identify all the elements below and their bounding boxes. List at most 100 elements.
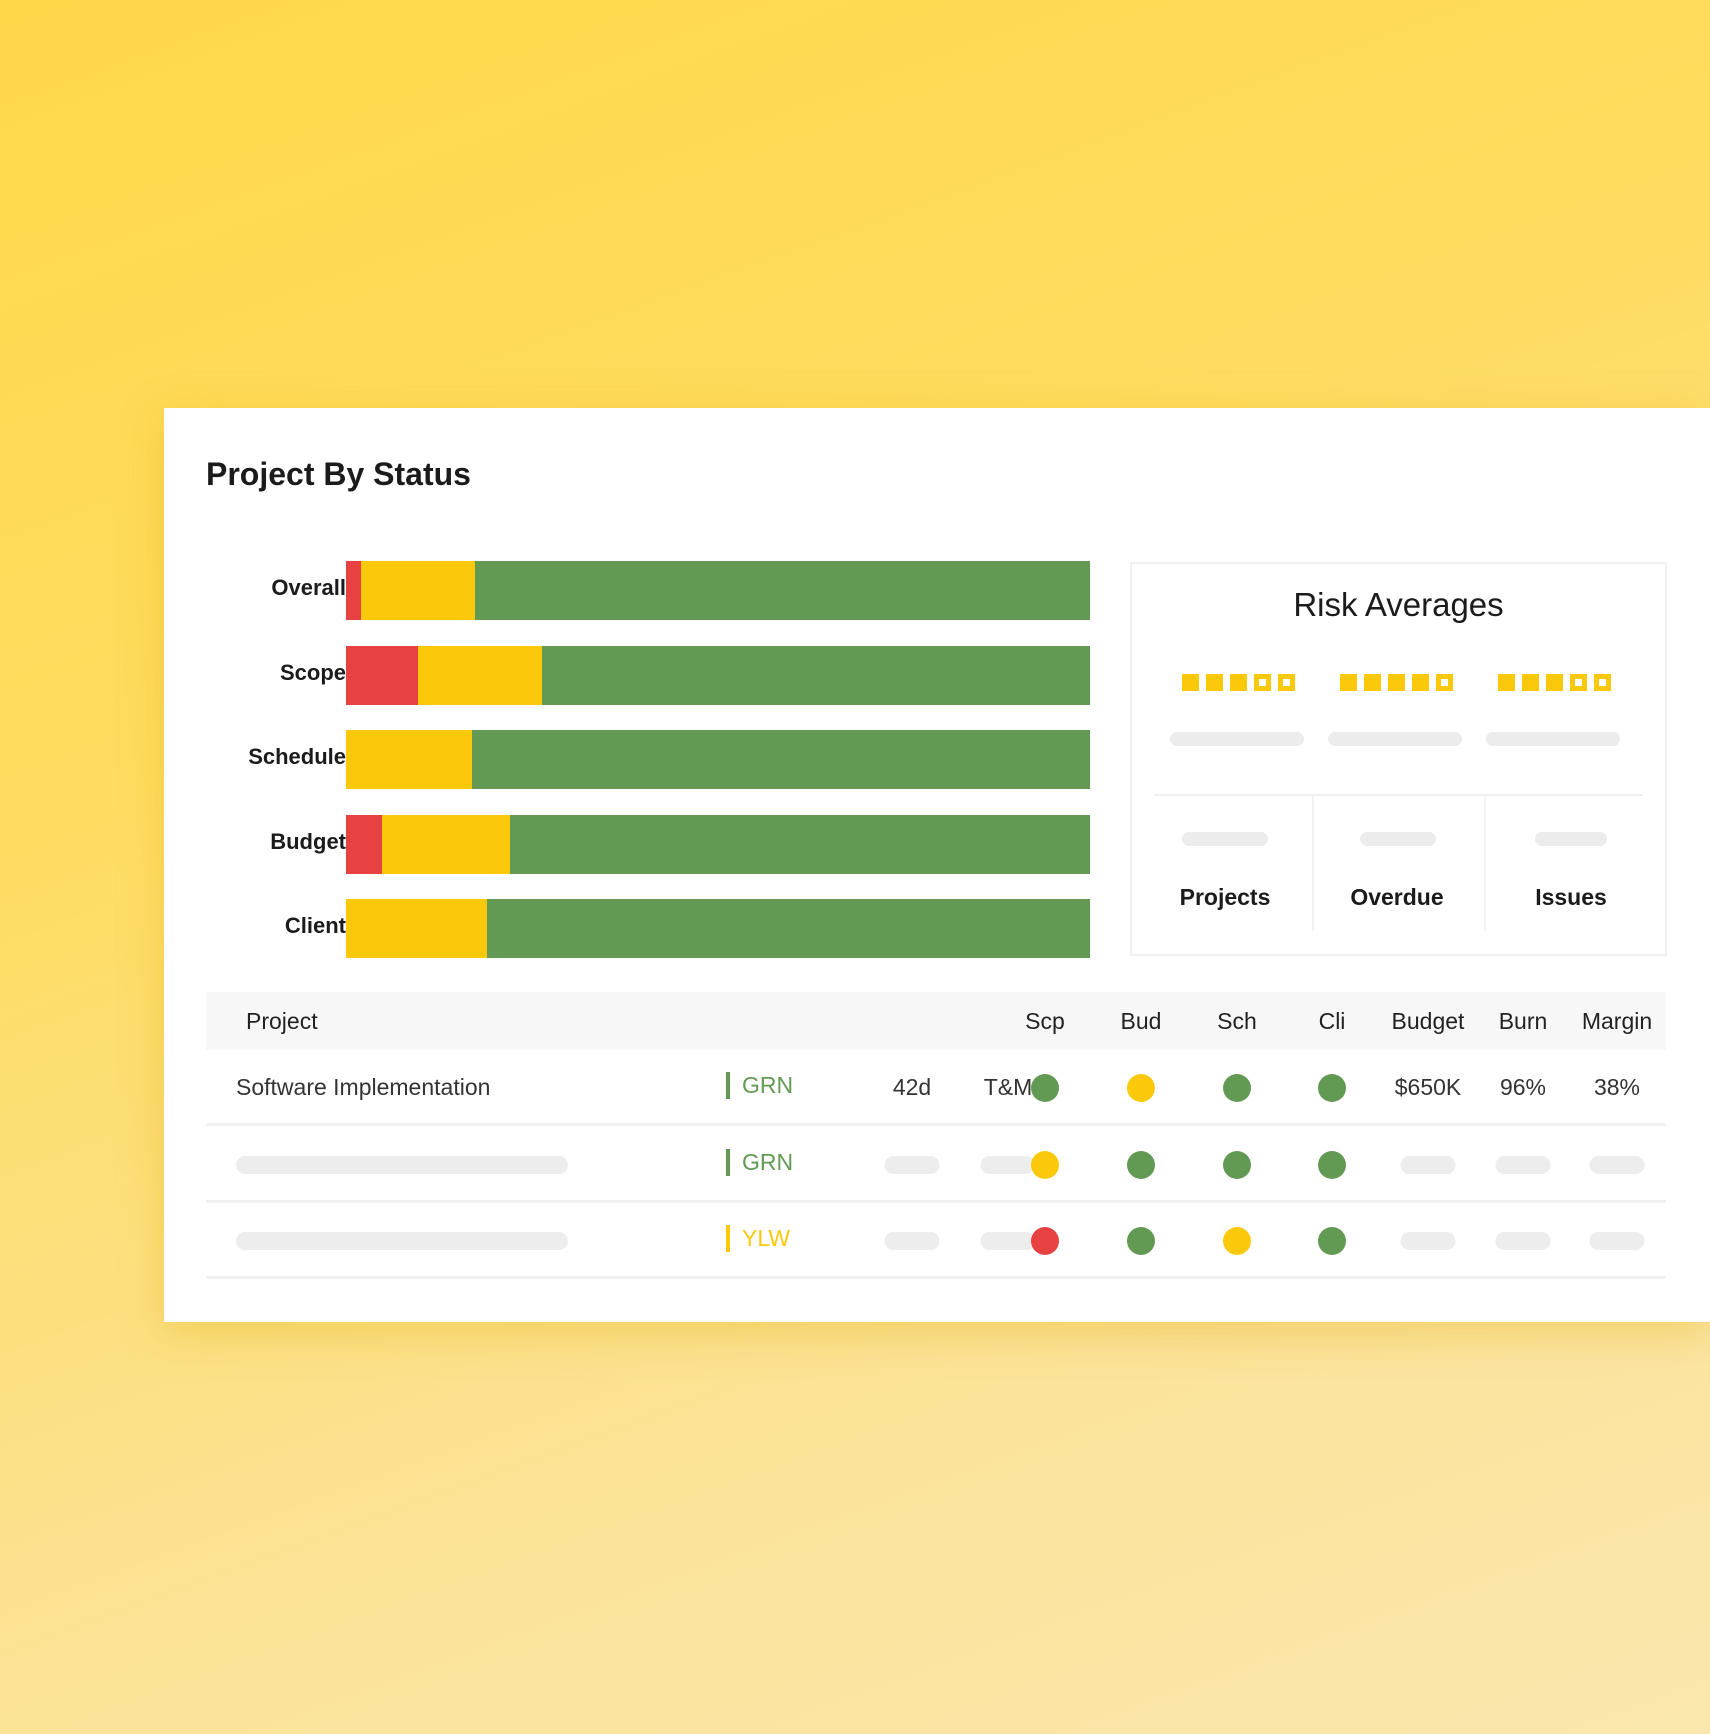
placeholder	[1360, 832, 1436, 846]
stat-projects: Projects	[1179, 884, 1271, 910]
burn-value: 96%	[1499, 1074, 1547, 1100]
status-dot-yellow	[1127, 1074, 1155, 1102]
risk-averages-panel: Risk Averages Projects Overdue Issues	[1130, 562, 1667, 956]
bar-schedule	[346, 730, 1090, 789]
bar-segment-red	[346, 814, 382, 874]
bar-segment-green	[474, 561, 1090, 620]
placeholder	[1182, 832, 1268, 846]
bar-segment-yellow	[346, 899, 487, 958]
status-dot-green	[1223, 1150, 1251, 1179]
bar-segment-red	[346, 645, 419, 705]
filled-square-icon	[1364, 674, 1381, 691]
filled-square-icon	[1230, 674, 1247, 691]
col-margin[interactable]: Margin	[1581, 1008, 1653, 1034]
margin-value: 38%	[1593, 1074, 1641, 1100]
table-header: Project Scp Bud Sch Cli Budget Burn Marg…	[206, 992, 1666, 1050]
divider	[1484, 796, 1486, 931]
stat-issues: Issues	[1535, 884, 1607, 910]
bar-label: Budget	[270, 828, 346, 854]
filled-square-icon	[1340, 674, 1357, 691]
col-bud[interactable]: Bud	[1120, 1008, 1162, 1034]
placeholder	[1328, 732, 1462, 746]
filled-square-icon	[1388, 674, 1405, 691]
type-value: T&M	[983, 1074, 1033, 1100]
empty-square-icon	[1594, 674, 1611, 691]
status-badge: YLW	[726, 1225, 790, 1252]
placeholder	[236, 1232, 568, 1250]
bar-segment-yellow	[346, 730, 472, 789]
placeholder	[1589, 1155, 1645, 1174]
filled-square-icon	[1412, 674, 1429, 691]
col-cli[interactable]: Cli	[1318, 1008, 1346, 1034]
bar-segment-yellow	[418, 645, 542, 705]
placeholder	[1400, 1155, 1456, 1174]
bar-segment-red	[346, 561, 361, 620]
status-dot-green	[1318, 1150, 1346, 1179]
filled-square-icon	[1206, 674, 1223, 691]
filled-square-icon	[1546, 674, 1563, 691]
empty-square-icon	[1278, 674, 1295, 691]
status-dot-yellow	[1223, 1227, 1251, 1255]
bar-label: Overall	[271, 575, 346, 600]
col-burn[interactable]: Burn	[1498, 1008, 1548, 1034]
status-dot-green	[1031, 1074, 1059, 1102]
placeholder	[884, 1232, 940, 1250]
placeholder	[1535, 832, 1607, 846]
col-sch[interactable]: Sch	[1217, 1008, 1257, 1034]
risk-rating	[1182, 674, 1295, 691]
bar-scope	[346, 645, 1090, 705]
bar-budget	[346, 814, 1090, 874]
page-title: Project By Status	[206, 456, 471, 492]
budget-value: $650K	[1394, 1074, 1462, 1100]
col-project[interactable]: Project	[246, 1008, 318, 1034]
filled-square-icon	[1522, 674, 1539, 691]
status-dot-green	[1127, 1150, 1155, 1179]
status-badge: GRN	[726, 1072, 793, 1099]
placeholder	[1486, 732, 1620, 746]
placeholder	[980, 1232, 1036, 1250]
bar-segment-green	[509, 814, 1090, 874]
bar-label: Scope	[279, 659, 346, 685]
placeholder	[1170, 732, 1304, 746]
empty-square-icon	[1436, 674, 1453, 691]
bar-client	[346, 899, 1090, 958]
status-dot-red	[1031, 1227, 1059, 1255]
bar-segment-green	[486, 899, 1090, 958]
bar-label: Client	[284, 913, 346, 938]
status-dot-green	[1127, 1227, 1155, 1255]
col-budget[interactable]: Budget	[1391, 1008, 1465, 1034]
bar-segment-yellow	[381, 814, 510, 874]
col-scp[interactable]: Scp	[1025, 1008, 1065, 1034]
days-value: 42d	[892, 1074, 932, 1100]
table-row[interactable]: YLW	[206, 1203, 1666, 1279]
placeholder	[1495, 1155, 1551, 1174]
placeholder	[1495, 1232, 1551, 1250]
bar-segment-green	[541, 645, 1090, 705]
bar-segment-yellow	[360, 561, 475, 620]
stat-overdue: Overdue	[1350, 884, 1444, 910]
status-dot-yellow	[1031, 1150, 1059, 1179]
status-badge: GRN	[726, 1148, 793, 1176]
placeholder	[884, 1155, 940, 1174]
placeholder	[236, 1155, 568, 1174]
filled-square-icon	[1182, 674, 1199, 691]
risk-rating	[1498, 674, 1611, 691]
bar-segment-green	[471, 730, 1090, 789]
bar-label: Schedule	[248, 744, 346, 769]
table-row[interactable]: GRN	[206, 1127, 1666, 1203]
status-dot-green	[1223, 1074, 1251, 1102]
filled-square-icon	[1498, 674, 1515, 691]
risk-title: Risk Averages	[1293, 586, 1504, 623]
bar-overall	[346, 561, 1090, 620]
divider	[1154, 794, 1643, 796]
divider	[1312, 796, 1314, 931]
placeholder	[1400, 1232, 1456, 1250]
project-name[interactable]: Software Implementation	[236, 1074, 491, 1100]
table-row[interactable]: Software Implementation GRN 42d T&M $650K 96%…	[206, 1050, 1666, 1126]
placeholder	[1589, 1232, 1645, 1250]
empty-square-icon	[1570, 674, 1587, 691]
empty-square-icon	[1254, 674, 1271, 691]
status-dot-green	[1318, 1074, 1346, 1102]
placeholder	[980, 1155, 1036, 1174]
risk-rating	[1340, 674, 1453, 691]
